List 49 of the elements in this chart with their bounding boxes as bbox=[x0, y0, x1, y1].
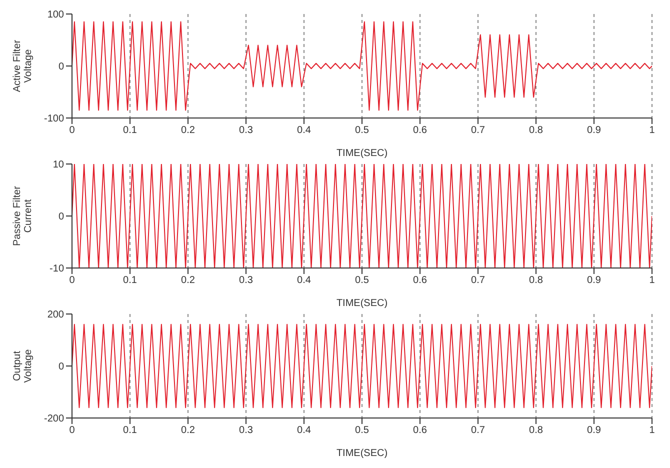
x-tick-label: 0.8 bbox=[529, 425, 544, 436]
y-tick-label: -200 bbox=[44, 414, 64, 425]
x-tick-label: 0.5 bbox=[355, 275, 370, 286]
x-tick-label: 0.3 bbox=[239, 275, 254, 286]
x-tick-label: 0 bbox=[69, 275, 76, 286]
y-axis-title: Passive Filter Current bbox=[12, 185, 34, 247]
x-tick-label: 0.6 bbox=[413, 425, 428, 436]
x-tick-label: 0.7 bbox=[471, 125, 486, 136]
y-tick-label: 0 bbox=[58, 62, 64, 73]
x-tick-label: 0.6 bbox=[413, 125, 428, 136]
line-series bbox=[72, 21, 652, 111]
x-tick-label: 0.3 bbox=[239, 425, 254, 436]
x-tick-label: 0.8 bbox=[529, 125, 544, 136]
y-tick-label: -10 bbox=[50, 264, 64, 275]
x-axis-title: TIME(SEC) bbox=[336, 148, 388, 159]
y-tick-label: 100 bbox=[47, 10, 64, 21]
x-tick-label: 0.4 bbox=[297, 275, 312, 286]
x-tick-label: 0.9 bbox=[587, 275, 602, 286]
y-axis-title: Active Filter Voltage bbox=[12, 38, 34, 94]
x-tick-label: 0.9 bbox=[587, 125, 602, 136]
x-tick-label: 0 bbox=[69, 425, 76, 436]
x-tick-label: 0.3 bbox=[239, 125, 254, 136]
x-tick-label: 1 bbox=[649, 125, 656, 136]
x-tick-label: 0.1 bbox=[123, 275, 138, 286]
x-tick-label: 0.2 bbox=[181, 425, 196, 436]
x-tick-label: 0 bbox=[69, 125, 76, 136]
y-tick-label: 0 bbox=[58, 212, 64, 223]
x-tick-label: 0.1 bbox=[123, 125, 138, 136]
x-tick-label: 0.4 bbox=[297, 125, 312, 136]
x-tick-label: 0.5 bbox=[355, 125, 370, 136]
x-tick-label: 0.4 bbox=[297, 425, 312, 436]
x-tick-label: 0.5 bbox=[355, 425, 370, 436]
x-tick-label: 1 bbox=[649, 275, 656, 286]
x-tick-label: 0.2 bbox=[181, 125, 196, 136]
y-tick-label: 10 bbox=[52, 160, 64, 171]
x-axis-title: TIME(SEC) bbox=[336, 298, 388, 309]
x-tick-label: 0.8 bbox=[529, 275, 544, 286]
y-tick-label: 0 bbox=[58, 362, 64, 373]
x-tick-label: 0.7 bbox=[471, 425, 486, 436]
y-axis-title: Output Voltage bbox=[12, 348, 34, 385]
x-tick-label: 0.1 bbox=[123, 425, 138, 436]
y-tick-label: 200 bbox=[47, 310, 64, 321]
y-tick-label: -100 bbox=[44, 114, 64, 125]
x-tick-label: 0.2 bbox=[181, 275, 196, 286]
x-tick-label: 0.7 bbox=[471, 275, 486, 286]
x-tick-label: 0.6 bbox=[413, 275, 428, 286]
x-axis-title: TIME(SEC) bbox=[336, 448, 388, 459]
x-tick-label: 1 bbox=[649, 425, 656, 436]
x-tick-label: 0.9 bbox=[587, 425, 602, 436]
